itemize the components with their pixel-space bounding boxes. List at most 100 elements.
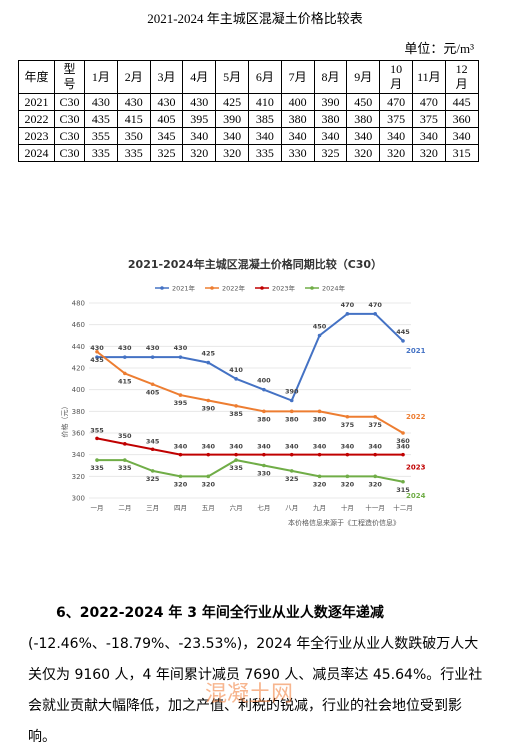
data-label: 430: [118, 344, 132, 352]
table-cell: 2月: [116, 60, 151, 94]
table-cell: 430: [182, 93, 217, 111]
data-label: 435: [90, 356, 104, 364]
data-label: 400: [257, 377, 271, 385]
x-tick-label: 一月: [91, 504, 104, 512]
y-tick-label: 320: [72, 473, 85, 481]
source-note: 本价格信息来源于《工程造价信息》: [288, 518, 400, 527]
data-point: [123, 442, 127, 446]
data-point: [262, 387, 266, 392]
data-point: [178, 452, 183, 457]
data-label: 380: [257, 415, 271, 423]
table-cell: 340: [379, 127, 413, 145]
table-cell: 10月: [379, 60, 413, 94]
data-point: [289, 398, 294, 403]
table-cell: 340: [444, 127, 479, 145]
y-tick-label: 460: [72, 321, 85, 329]
data-label: 350: [118, 432, 132, 440]
table-row: 2024 C30 335 335 325 320 320 335 330 325 320 320 320…: [18, 144, 479, 162]
table-cell: 340: [411, 127, 446, 145]
data-point: [95, 349, 99, 354]
data-point: [345, 452, 350, 457]
data-label: 340: [285, 443, 299, 451]
data-label: 445: [396, 328, 410, 336]
watermark: 混凝土网: [205, 682, 294, 707]
data-point: [373, 474, 377, 479]
data-point: [289, 409, 294, 414]
data-label: 425: [201, 350, 215, 358]
table-cell: 7月: [280, 60, 315, 94]
series-line: [96, 437, 403, 456]
legend-label: 2024年: [322, 284, 346, 293]
data-label: 360: [396, 437, 410, 445]
data-label: 340: [313, 443, 327, 451]
series-line: [96, 350, 404, 434]
table-cell: 380: [346, 110, 381, 128]
table-cell: 430: [149, 93, 184, 111]
table-cell: 340: [313, 127, 348, 145]
data-point: [206, 474, 211, 479]
table-cell: 425: [215, 93, 249, 111]
table-cell: 320: [411, 144, 446, 162]
table-cell: 385: [247, 110, 282, 128]
table-cell: 320: [182, 144, 217, 162]
table-cell: 8月: [313, 60, 348, 94]
table-cell: 325: [149, 144, 184, 162]
data-point: [345, 312, 350, 316]
y-tick-label: 420: [72, 365, 85, 373]
legend-marker: [210, 286, 214, 290]
data-point: [178, 355, 183, 359]
table-cell: 320: [379, 144, 413, 162]
data-point: [206, 452, 211, 457]
table-cell: 340: [280, 127, 315, 145]
table-cell: 430: [116, 93, 151, 111]
table-cell: 4月: [182, 60, 217, 94]
data-label: 405: [146, 388, 160, 396]
x-tick-label: 九月: [313, 503, 326, 512]
data-point: [150, 469, 155, 473]
data-label: 340: [341, 443, 355, 451]
data-label: 340: [201, 443, 215, 451]
data-label: 340: [229, 443, 243, 451]
data-point: [317, 452, 322, 457]
table-cell: 355: [84, 127, 118, 145]
table-title: 2021-2024 年主城区混凝土价格比较表: [147, 11, 363, 26]
data-label: 320: [313, 480, 327, 488]
data-point: [150, 382, 155, 387]
page: {"table": {"title": "2021-2024 年主城区混凝土价格…: [18, 11, 483, 745]
x-tick-label: 五月: [202, 504, 215, 512]
data-point: [95, 458, 99, 462]
data-point: [95, 436, 99, 441]
table-cell: 6月: [247, 60, 282, 94]
data-point: [234, 452, 238, 457]
table-cell: 335: [84, 144, 118, 162]
y-tick-label: 400: [72, 386, 85, 394]
table-cell: 410: [247, 93, 282, 111]
data-label: 430: [174, 344, 188, 352]
table-cell: C30: [54, 144, 85, 162]
x-tick-label: 十二月: [393, 503, 413, 512]
table-cell: 415: [116, 110, 151, 128]
data-point: [178, 393, 183, 397]
price-table: 年度 型号 1月 2月 3月 4月 5月 6月 7月 8月 9月 10月 11月 12月 2021 C30 43…: [18, 60, 479, 162]
data-point: [345, 474, 350, 479]
data-label: 380: [285, 415, 299, 423]
data-label: 380: [313, 415, 327, 423]
legend-marker: [260, 286, 264, 290]
data-label: 320: [368, 480, 382, 488]
data-point: [317, 474, 322, 479]
data-point: [123, 458, 127, 462]
data-point: [234, 458, 238, 462]
table-cell: 2023: [18, 127, 55, 145]
legend-marker: [160, 286, 164, 290]
data-point: [401, 339, 405, 343]
table-cell: 345: [149, 127, 184, 145]
data-point: [401, 479, 405, 484]
data-label: 325: [285, 475, 299, 483]
data-point: [150, 355, 155, 359]
data-label: 390: [201, 405, 215, 413]
x-tick-label: 十月: [341, 503, 354, 512]
table-cell: 430: [84, 93, 118, 111]
chart: 2021-2024年主城区混凝土价格同期比较（C30） 价格（元） 本价格信息来…: [60, 257, 426, 527]
data-point: [289, 452, 294, 457]
data-label: 345: [146, 437, 160, 445]
